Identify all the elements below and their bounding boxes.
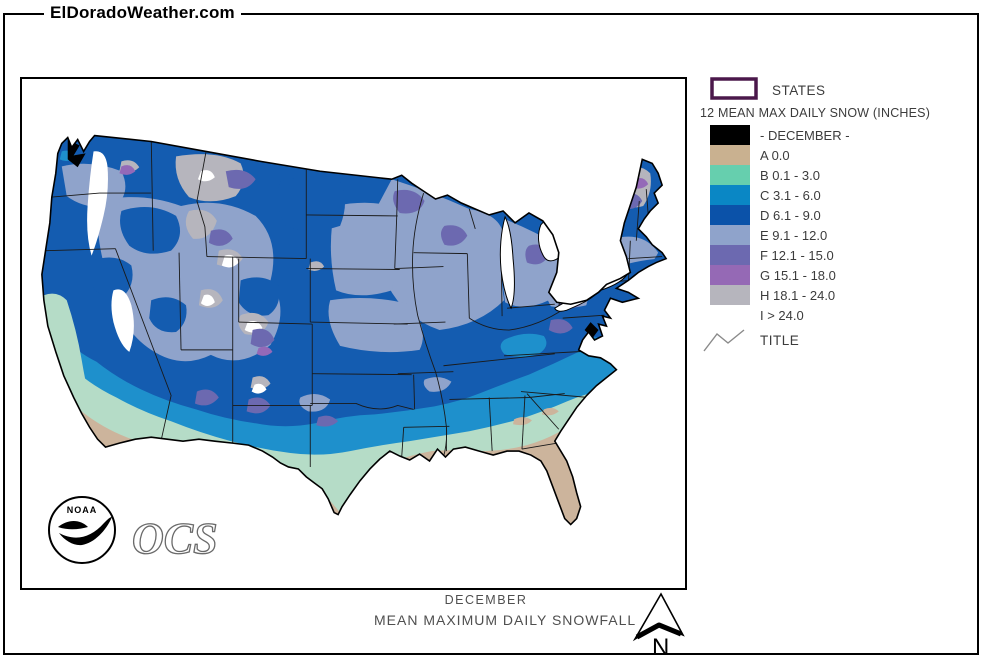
legend-heading: 12 MEAN MAX DAILY SNOW (INCHES): [700, 106, 931, 120]
noaa-circle-icon: [48, 496, 116, 564]
legend-item-label: F 12.1 - 15.0: [760, 248, 834, 263]
ocs-label: OCS: [132, 514, 218, 563]
legend-item: I > 24.0: [710, 305, 804, 325]
title-zigzag-icon: [703, 329, 745, 352]
legend-item-label: I > 24.0: [760, 308, 804, 323]
legend-title-label: TITLE: [760, 333, 800, 348]
legend-item: B 0.1 - 3.0: [710, 165, 820, 185]
legend-item: A 0.0: [710, 145, 790, 165]
legend-item: F 12.1 - 15.0: [710, 245, 834, 265]
legend-item-label: C 3.1 - 6.0: [760, 188, 821, 203]
legend-item: C 3.1 - 6.0: [710, 185, 821, 205]
noaa-logo: NOAA: [48, 496, 116, 564]
ocs-wordmark: OCS: [131, 513, 218, 563]
us-map: [41, 134, 667, 526]
north-arrow-icon: N: [632, 592, 685, 657]
map-caption-title: MEAN MAXIMUM DAILY SNOWFALL: [374, 612, 637, 628]
legend-item-label: H 18.1 - 24.0: [760, 288, 836, 303]
outer-border: [3, 13, 979, 655]
site-title: ElDoradoWeather.com: [44, 3, 241, 23]
legend-item-label: B 0.1 - 3.0: [760, 168, 820, 183]
north-label: N: [652, 634, 669, 657]
legend-item-label: E 9.1 - 12.0: [760, 228, 828, 243]
region-white: [87, 151, 267, 394]
legend-item-label: A 0.0: [760, 148, 790, 163]
states-swatch: [710, 77, 758, 100]
legend-item-label: G 15.1 - 18.0: [760, 268, 836, 283]
noaa-label: NOAA: [67, 505, 98, 515]
legend-states-row: STATES: [710, 77, 825, 101]
map-caption-month: DECEMBER: [444, 593, 528, 607]
legend-item: - DECEMBER -: [710, 125, 850, 145]
region-periwinkle-south: [299, 377, 452, 412]
legend-item: D 6.1 - 9.0: [710, 205, 821, 225]
legend-item-label: D 6.1 - 9.0: [760, 208, 821, 223]
legend-item: G 15.1 - 18.0: [710, 265, 836, 285]
legend-item: H 18.1 - 24.0: [710, 285, 835, 305]
map-frame: DECEMBER MEAN MAXIMUM DAILY SNOWFALL NOA…: [20, 77, 687, 628]
legend-item: E 9.1 - 12.0: [710, 225, 827, 245]
legend-item-label: - DECEMBER -: [760, 128, 850, 143]
legend-states-label: STATES: [772, 83, 826, 98]
noaa-bird-icon: [58, 517, 112, 546]
